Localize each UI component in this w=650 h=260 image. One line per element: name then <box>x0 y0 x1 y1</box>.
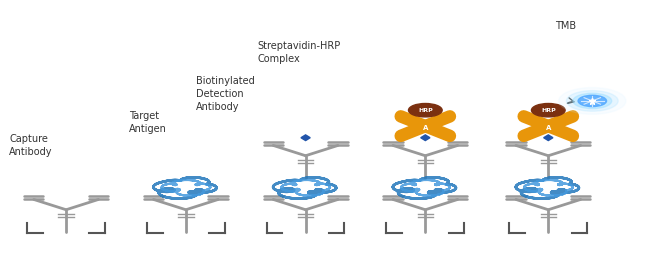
Circle shape <box>573 93 612 109</box>
Text: TMB: TMB <box>554 21 576 31</box>
Text: A: A <box>545 125 551 131</box>
Circle shape <box>566 91 618 111</box>
Circle shape <box>532 103 565 117</box>
Text: HRP: HRP <box>541 108 556 113</box>
Text: Target
Antigen: Target Antigen <box>129 111 167 134</box>
Text: Capture
Antibody: Capture Antibody <box>9 134 53 157</box>
Polygon shape <box>301 135 310 141</box>
Text: HRP: HRP <box>418 108 433 113</box>
Circle shape <box>408 103 442 117</box>
Text: A: A <box>422 125 428 131</box>
Text: Streptavidin-HRP
Complex: Streptavidin-HRP Complex <box>257 41 341 64</box>
Polygon shape <box>543 135 553 141</box>
Polygon shape <box>421 135 430 141</box>
Circle shape <box>558 88 626 114</box>
Circle shape <box>578 95 606 107</box>
Text: Biotinylated
Detection
Antibody: Biotinylated Detection Antibody <box>196 76 254 112</box>
